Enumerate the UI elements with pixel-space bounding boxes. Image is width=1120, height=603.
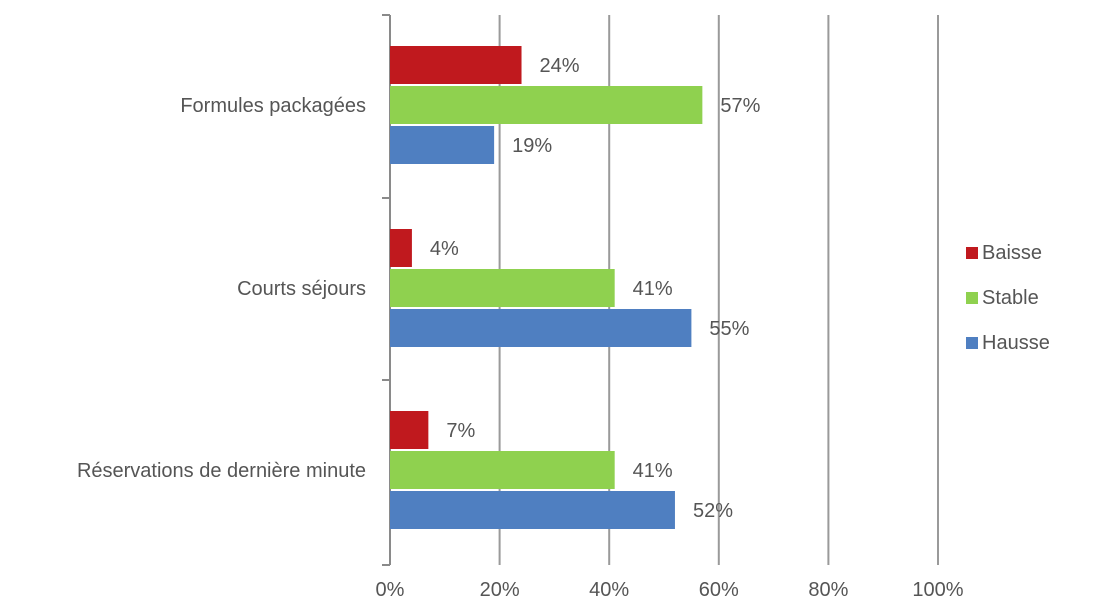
- bar-baisse: [390, 229, 412, 267]
- data-label: 52%: [693, 500, 733, 522]
- legend: Baisse Stable Hausse: [966, 242, 1050, 354]
- legend-label: Hausse: [982, 332, 1050, 354]
- data-label: 7%: [446, 420, 475, 442]
- bar-stable: [390, 451, 615, 489]
- category-label: Formules packagées: [180, 95, 366, 117]
- data-label: 41%: [633, 460, 673, 482]
- legend-label: Stable: [982, 287, 1039, 309]
- bar-baisse: [390, 46, 522, 84]
- legend-swatch-baisse: [966, 247, 978, 259]
- legend-label: Baisse: [982, 242, 1042, 264]
- x-tick-label: 40%: [589, 579, 629, 601]
- bar-hausse: [390, 126, 495, 164]
- data-label: 19%: [512, 135, 552, 157]
- data-label: 4%: [430, 238, 459, 260]
- category-label: Courts séjours: [237, 278, 366, 300]
- x-tick-label: 100%: [912, 579, 963, 601]
- legend-swatch-hausse: [966, 337, 978, 349]
- x-tick-label: 20%: [480, 579, 520, 601]
- bar-baisse: [390, 411, 429, 449]
- bar-stable: [390, 86, 703, 124]
- data-label: 24%: [540, 55, 580, 77]
- x-tick-label: 80%: [808, 579, 848, 601]
- x-tick-label: 60%: [699, 579, 739, 601]
- data-label: 55%: [709, 318, 749, 340]
- category-label: Réservations de dernière minute: [77, 460, 366, 482]
- labels-layer: 24% 57% 19% 4% 41% 55% 7% 41% 52%: [430, 55, 761, 522]
- legend-swatch-stable: [966, 292, 978, 304]
- bar-hausse: [390, 491, 675, 529]
- bars-layer: [390, 46, 703, 529]
- axis-layer: 0% 20% 40% 60% 80% 100% Formules packagées Cour…: [77, 14, 964, 601]
- data-label: 41%: [633, 278, 673, 300]
- bar-stable: [390, 269, 615, 307]
- data-label: 57%: [720, 95, 760, 117]
- x-tick-label: 0%: [376, 579, 405, 601]
- bar-hausse: [390, 309, 692, 347]
